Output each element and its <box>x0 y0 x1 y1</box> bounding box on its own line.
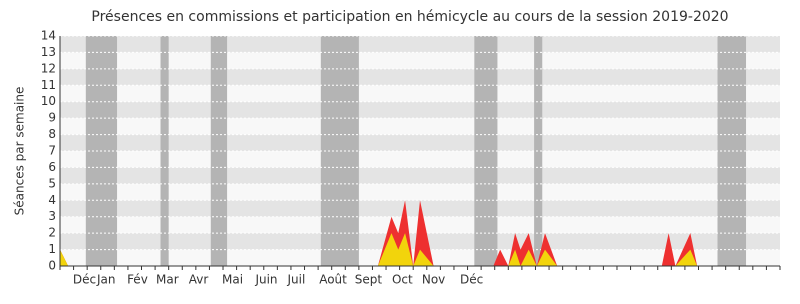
x-tick-label: Août <box>319 273 347 287</box>
x-tick-label: Déc <box>73 273 96 287</box>
y-tick-label: 7 <box>48 144 56 158</box>
x-tick-label: Sept <box>355 273 383 287</box>
area <box>60 200 780 266</box>
grid-band <box>60 36 780 53</box>
x-tick-label: Juin <box>254 273 277 287</box>
grid-band <box>60 134 780 151</box>
x-tick-label: Fév <box>127 273 148 287</box>
x-tick-label: Jan <box>96 273 116 287</box>
y-tick-label: 5 <box>48 176 56 190</box>
x-tick-label: Mai <box>222 273 243 287</box>
x-tick-label: Déc <box>460 273 483 287</box>
vacation-band <box>210 36 228 266</box>
vacation-band <box>534 36 543 266</box>
x-tick-label: Mar <box>156 273 179 287</box>
y-tick-label: 13 <box>41 45 56 59</box>
area <box>60 233 780 266</box>
y-tick-label: 6 <box>48 160 56 174</box>
y-tick-label: 10 <box>41 94 56 108</box>
grid-band <box>60 167 780 184</box>
chart-title: Présences en commissions et participatio… <box>91 9 728 25</box>
x-tick-label: Avr <box>189 273 209 287</box>
y-tick-label: 4 <box>48 193 56 207</box>
y-tick-label: 3 <box>48 209 56 223</box>
y-tick-label: 1 <box>48 242 56 256</box>
y-axis-label: Séances par semaine <box>13 87 27 216</box>
y-tick-label: 12 <box>41 61 56 75</box>
grid-band <box>60 68 780 86</box>
y-tick-label: 8 <box>48 127 56 141</box>
x-tick-label: Oct <box>392 273 413 287</box>
y-tick-label: 2 <box>48 226 56 240</box>
grid-band <box>60 101 780 119</box>
x-tick-label: Juil <box>286 273 305 287</box>
y-tick-label: 11 <box>41 78 56 92</box>
y-tick-label: 0 <box>48 259 56 273</box>
x-tick-label: Nov <box>422 273 445 287</box>
y-tick-label: 9 <box>48 111 56 125</box>
y-tick-label: 14 <box>41 29 56 43</box>
